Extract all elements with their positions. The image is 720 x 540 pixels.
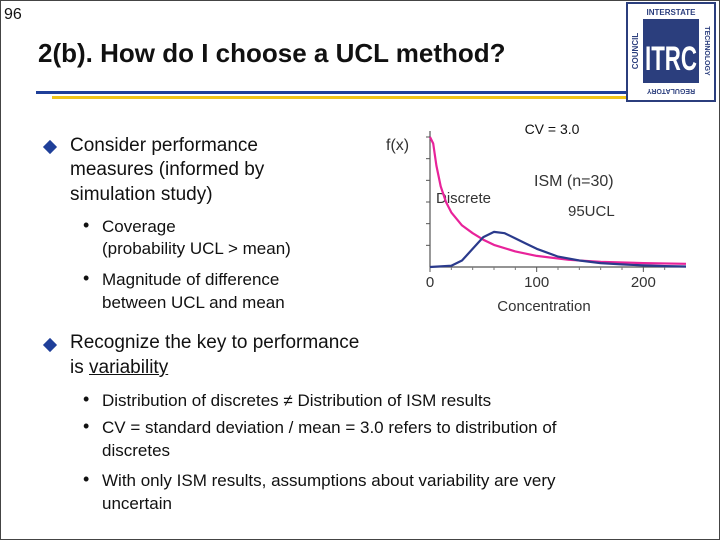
- logo-text-top: INTERSTATE: [646, 8, 696, 17]
- bullet1-sub1-line2: (probability UCL > mean): [102, 239, 291, 258]
- bullet2-sub2-line1: CV = standard deviation / mean = 3.0 ref…: [102, 418, 557, 437]
- logo-letters: ITRC: [645, 40, 697, 78]
- bullet2-variability: variability: [89, 357, 169, 378]
- bullet1-line3: simulation study): [70, 184, 213, 205]
- slide-title: 2(b). How do I choose a UCL method?: [38, 38, 506, 68]
- sub-bullet-dot: •: [83, 389, 90, 409]
- bullet1-sub2-line1: Magnitude of difference: [102, 270, 280, 289]
- itrc-logo: INTERSTATE REGULATORY COUNCIL TECHNOLOGY…: [626, 2, 716, 102]
- chart-title: CV = 3.0: [525, 121, 580, 137]
- chart-x-tick-label: 200: [631, 274, 656, 291]
- sub-bullet-dot: •: [83, 268, 90, 288]
- logo-text-right: TECHNOLOGY: [703, 26, 710, 76]
- bullet1-sub2-line2: between UCL and mean: [102, 293, 285, 312]
- label-95ucl: 95UCL: [568, 203, 615, 220]
- bullet2-line2-prefix: is: [70, 357, 89, 378]
- sub-bullet-dot: •: [83, 416, 90, 436]
- chart-ylabel: f(x): [386, 137, 409, 154]
- page-number: 96: [4, 6, 22, 23]
- bullet2-sub1: Distribution of discretes ≠ Distribution…: [102, 391, 492, 410]
- logo-text-left: COUNCIL: [631, 33, 640, 70]
- series-line-ism: [429, 230, 687, 269]
- sub-bullet-dot: •: [83, 469, 90, 489]
- chart-x-tick-label: 0: [426, 274, 434, 291]
- chart-x-tick-label: 100: [524, 274, 549, 291]
- bullet2-line2: is variability: [70, 356, 168, 380]
- title-underline-blue: [36, 91, 628, 94]
- bullet2-sub3-line2: uncertain: [102, 494, 172, 513]
- chart-svg: CV = 3.0 f(x) Concentration Discrete ISM…: [386, 121, 687, 315]
- bullet1-line1: Consider performance: [70, 135, 258, 156]
- distribution-chart: CV = 3.0 f(x) Concentration Discrete ISM…: [374, 116, 690, 316]
- itrc-logo-graphic: INTERSTATE REGULATORY COUNCIL TECHNOLOGY…: [626, 2, 716, 102]
- bullet1-line2: measures (informed by: [70, 159, 265, 180]
- label-discrete: Discrete: [436, 190, 491, 207]
- title-underline-yellow: [52, 96, 628, 99]
- logo-center-block: [643, 19, 699, 83]
- bullet1-sub1-line1: Coverage: [102, 217, 176, 236]
- sub-bullet-dot: •: [83, 215, 90, 235]
- logo-text-bottom: REGULATORY: [647, 87, 695, 94]
- bullet2-sub3-line1: With only ISM results, assumptions about…: [102, 471, 556, 490]
- bullet2-sub2-line2: discretes: [102, 441, 171, 460]
- bullet2-line1: Recognize the key to performance: [70, 332, 360, 353]
- chart-xlabel: Concentration: [497, 298, 590, 315]
- label-ism: ISM (n=30): [534, 173, 614, 190]
